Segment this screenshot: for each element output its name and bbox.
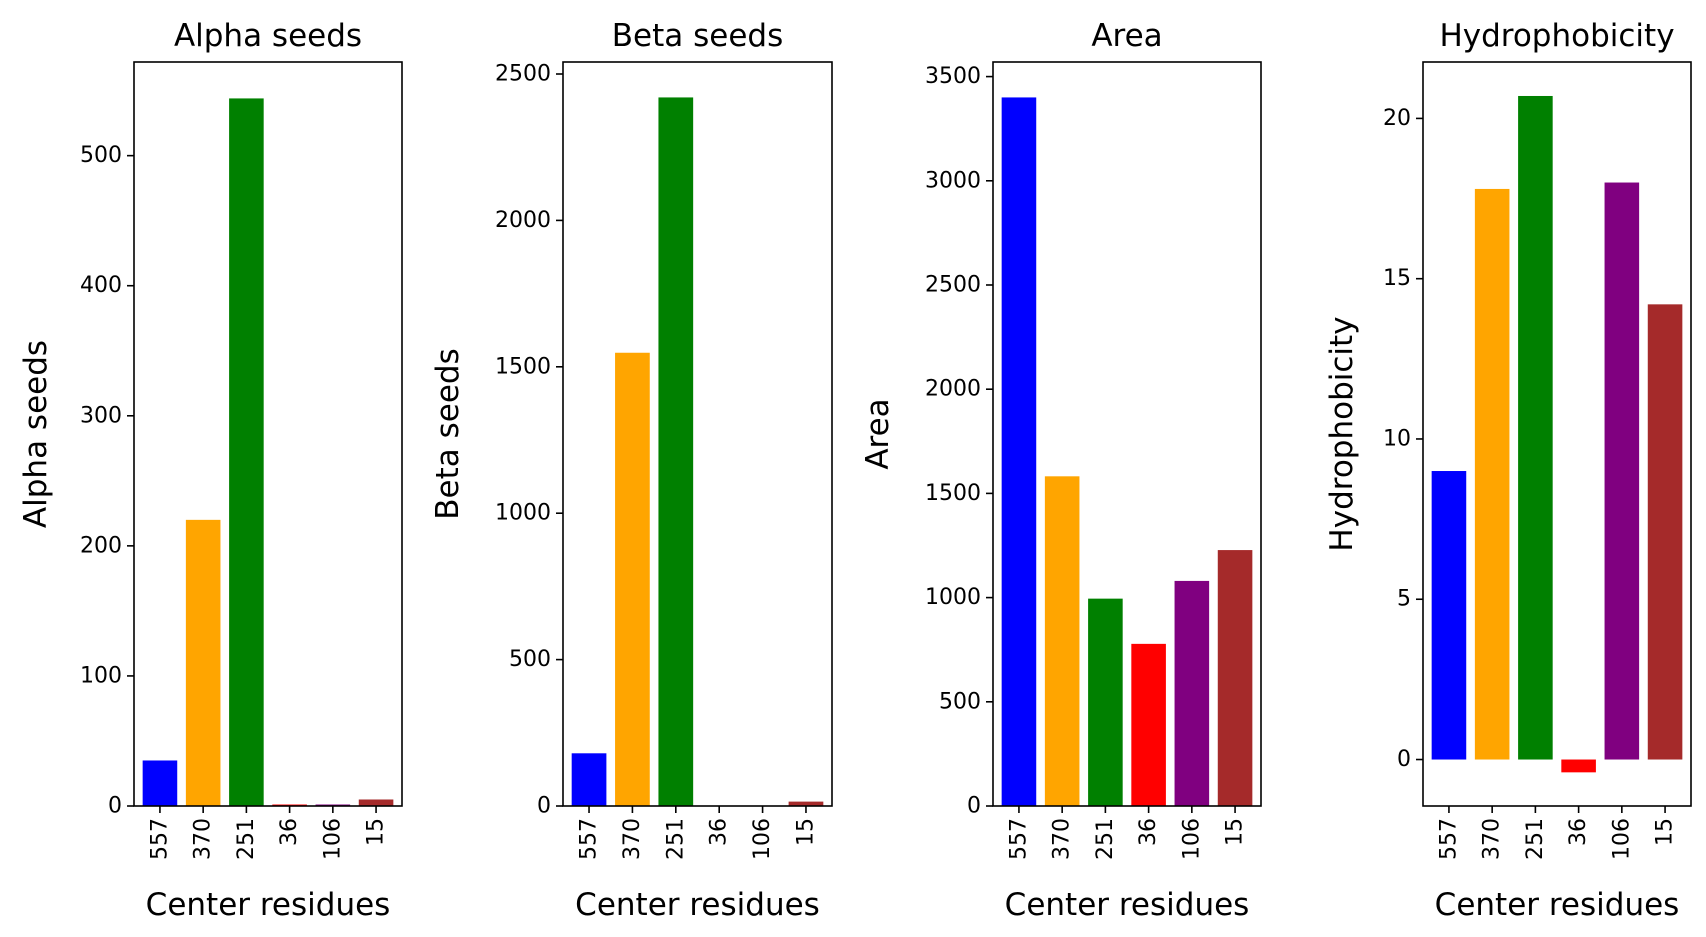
y-tick-label: 2000: [925, 377, 981, 402]
x-axis-label: Center residues: [1435, 887, 1680, 923]
y-tick-label: 0: [967, 794, 981, 819]
x-tick-label: 251: [1093, 818, 1118, 860]
bar-370: [185, 519, 221, 806]
bar-106: [1174, 580, 1210, 806]
chart-title: Area: [1091, 18, 1162, 54]
x-tick-label: 557: [147, 818, 172, 860]
x-tick-label: 557: [1006, 818, 1031, 860]
y-tick-label: 0: [1397, 747, 1411, 772]
y-tick-label: 0: [108, 794, 122, 819]
x-tick-label: 36: [1566, 818, 1591, 846]
x-tick-label: 370: [1050, 818, 1075, 860]
x-tick-label: 370: [620, 818, 645, 860]
y-axis-label: Alpha seeds: [18, 340, 54, 528]
y-tick-label: 15: [1383, 266, 1411, 291]
bar-36: [1131, 643, 1166, 806]
y-axis-label: Hydrophobicity: [1324, 316, 1360, 551]
x-tick-label: 106: [1609, 818, 1634, 860]
bar-251: [658, 97, 694, 807]
y-tick-label: 2500: [495, 62, 551, 87]
x-tick-label: 251: [663, 818, 688, 860]
y-tick-label: 200: [80, 533, 122, 558]
x-tick-label: 36: [707, 818, 732, 846]
x-tick-label: 36: [1136, 818, 1161, 846]
y-tick-label: 2000: [495, 208, 551, 233]
bar-557: [1431, 471, 1467, 760]
bar-557: [571, 753, 607, 806]
y-tick-label: 1500: [495, 354, 551, 379]
y-tick-label: 500: [939, 689, 981, 714]
bar-15: [358, 799, 394, 806]
y-tick-label: 5: [1397, 587, 1411, 612]
y-tick-label: 500: [80, 143, 122, 168]
y-axis-label: Beta seeds: [430, 348, 466, 519]
x-tick-label: 370: [191, 818, 216, 860]
x-axis-label: Center residues: [575, 887, 820, 923]
x-tick-label: 15: [1223, 818, 1248, 846]
chart-title: Hydrophobicity: [1439, 18, 1674, 54]
bar-15: [1217, 550, 1253, 806]
chart-3: 0 500 1000 1500 2000 2500 3000 3500 557 370 251 36 1…: [860, 18, 1262, 923]
bar-557: [1001, 97, 1037, 807]
y-tick-label: 1500: [925, 481, 981, 506]
plot-frame: [992, 61, 1262, 807]
x-tick-label: 36: [277, 818, 302, 846]
bar-370: [1474, 188, 1510, 760]
y-tick-label: 0: [537, 794, 551, 819]
x-tick-label: 251: [234, 818, 259, 860]
x-tick-label: 15: [364, 818, 389, 846]
y-tick-label: 2500: [925, 272, 981, 297]
x-tick-label: 251: [1523, 818, 1548, 860]
bar-251: [1518, 95, 1553, 760]
bar-251: [1088, 598, 1123, 806]
y-tick-label: 300: [80, 403, 122, 428]
x-tick-label: 106: [750, 818, 775, 860]
chart-title: Beta seeds: [612, 18, 783, 54]
bar-15: [788, 801, 824, 806]
y-tick-label: 1000: [495, 501, 551, 526]
bar-106: [1604, 182, 1640, 760]
chart-4: 0 5 10 15 20 557 370 251 36 106 15 Hydrophobicity Ce…: [1324, 18, 1692, 923]
x-tick-label: 557: [1436, 818, 1461, 860]
x-tick-label: 557: [577, 818, 602, 860]
chart-2: 0 500 1000 1500 2000 2500 557 370 251 36 106 15 Beta…: [430, 18, 833, 923]
bar-251: [229, 98, 264, 807]
x-tick-label: 106: [1179, 818, 1204, 860]
plot-frame: [562, 61, 833, 807]
x-axis-label: Center residues: [146, 887, 391, 923]
x-tick-label: 15: [1653, 818, 1678, 846]
plot-frame: [1422, 61, 1692, 807]
x-tick-label: 15: [793, 818, 818, 846]
bar-370: [615, 352, 650, 806]
y-tick-label: 100: [80, 663, 122, 688]
bar-36: [1561, 759, 1596, 773]
x-axis-label: Center residues: [1005, 887, 1250, 923]
bar-557: [142, 760, 178, 806]
y-tick-label: 3000: [925, 168, 981, 193]
y-tick-label: 1000: [925, 585, 981, 610]
y-axis-label: Area: [860, 398, 896, 469]
x-tick-label: 370: [1480, 818, 1505, 860]
y-tick-label: 20: [1383, 106, 1411, 131]
chart-title: Alpha seeds: [174, 18, 362, 54]
y-tick-label: 10: [1383, 426, 1411, 451]
chart-1: 0 100 200 300 400 500 557 370 251 36 106 15 Alpha se…: [18, 18, 403, 923]
y-tick-label: 400: [80, 273, 122, 298]
bar-370: [1044, 476, 1080, 806]
x-tick-label: 106: [320, 818, 345, 860]
plot-frame: [133, 61, 403, 807]
y-tick-label: 3500: [925, 64, 981, 89]
bar-15: [1647, 304, 1683, 760]
y-tick-label: 500: [509, 647, 551, 672]
